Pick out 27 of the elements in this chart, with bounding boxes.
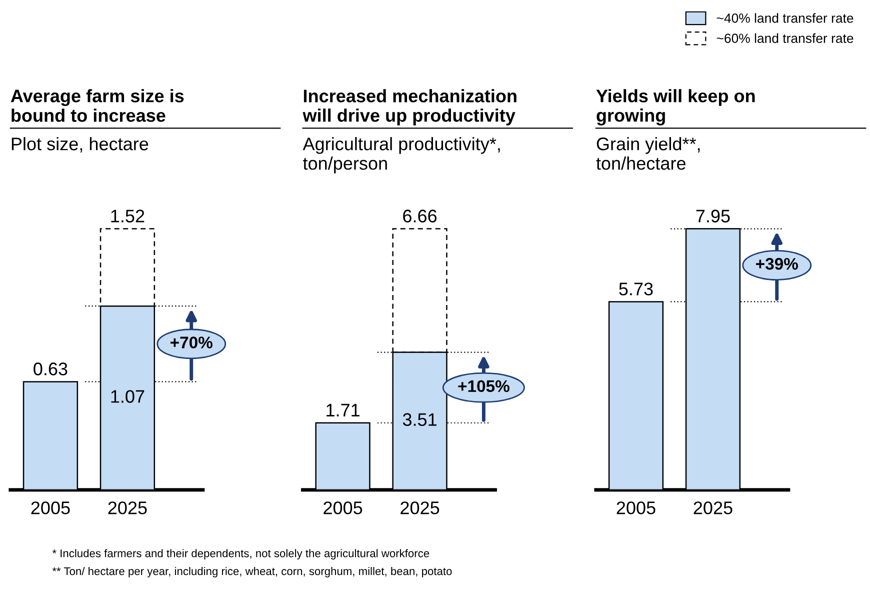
text: ** Ton/ hectare per year, including rice, wheat, corn, sorghum, millet, bean, potato bbox=[52, 566, 452, 578]
data-label: 5.73 bbox=[619, 282, 653, 296]
annotation: +105% bbox=[458, 380, 510, 392]
data-label: 3.51 bbox=[402, 413, 436, 426]
annotation: +70% bbox=[170, 336, 212, 348]
x-tick-label: 2025 bbox=[400, 502, 440, 514]
x-tick-label: 2025 bbox=[694, 502, 732, 514]
x-tick-label: 2005 bbox=[324, 502, 362, 514]
data-label: 1.07 bbox=[111, 390, 144, 403]
data-label: 0.63 bbox=[34, 362, 68, 376]
text: * Includes farmers and their dependents, not solely the agricultural workforce bbox=[52, 549, 430, 560]
data-label: 7.95 bbox=[696, 210, 730, 222]
legend-label: ~60% land transfer rate bbox=[716, 33, 854, 43]
data-label: 1.71 bbox=[326, 404, 360, 416]
chart-title: Average farm size is bound to increase bbox=[10, 89, 184, 122]
chart-subtitle: Agricultural productivity*, ton/person bbox=[302, 137, 500, 174]
chart-subtitle: Plot size, hectare bbox=[12, 137, 148, 152]
total-label: 6.66 bbox=[403, 210, 437, 222]
chart-title: Yields will keep on growing bbox=[596, 89, 755, 126]
chart-subtitle: Grain yield**, ton/hectare bbox=[596, 137, 700, 170]
chart-title: Increased mechanization will drive up productivity bbox=[302, 89, 516, 126]
total-label: 1.52 bbox=[111, 210, 144, 222]
legend-label: ~40% land transfer rate bbox=[716, 13, 854, 23]
x-tick-label: 2005 bbox=[31, 502, 70, 514]
annotation: +39% bbox=[756, 258, 798, 270]
x-tick-label: 2025 bbox=[108, 502, 147, 514]
x-tick-label: 2005 bbox=[616, 502, 656, 514]
